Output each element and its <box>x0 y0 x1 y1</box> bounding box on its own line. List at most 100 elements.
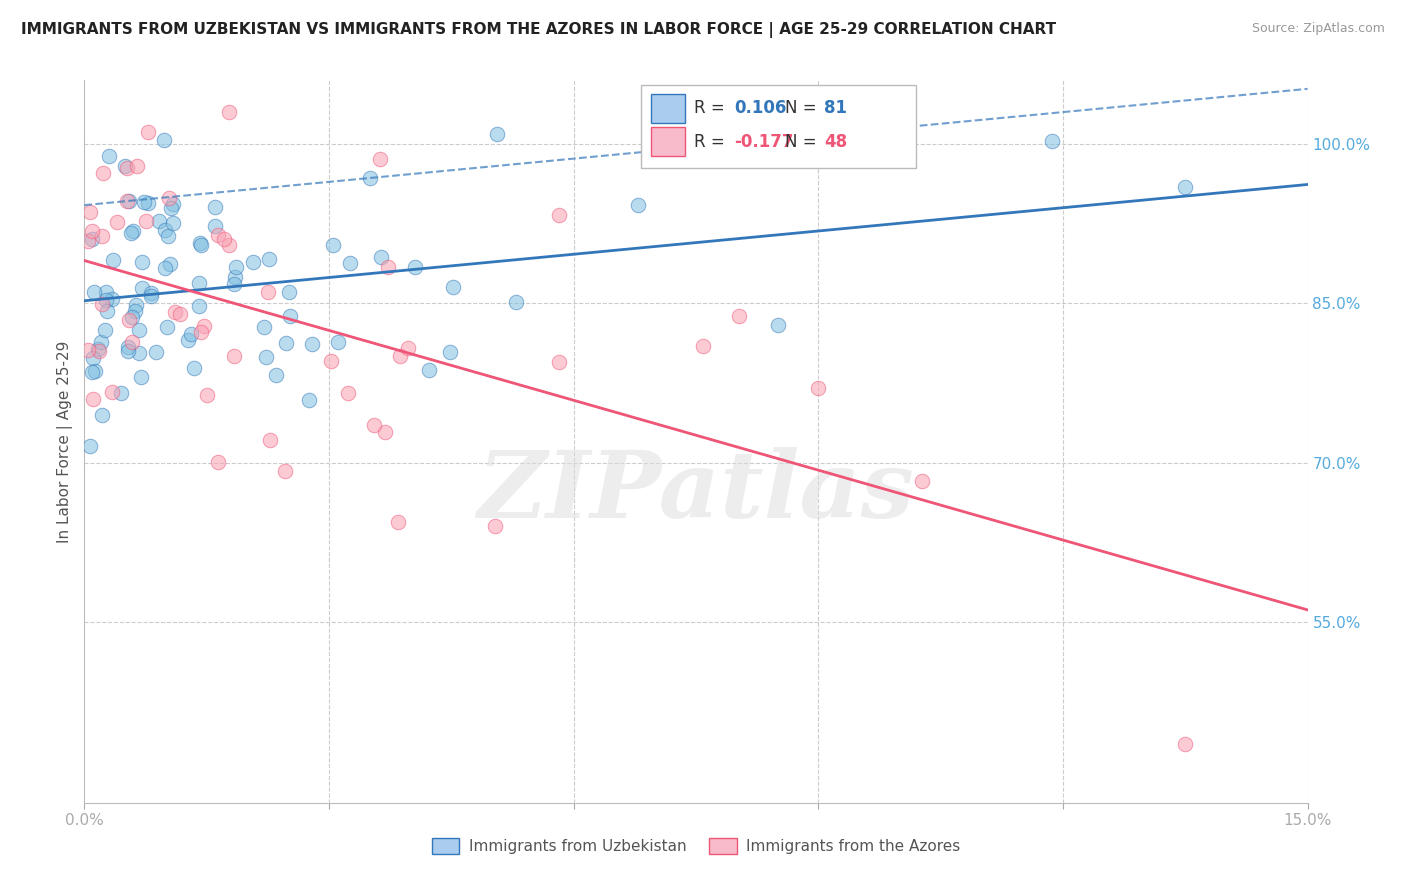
Point <box>301 336 323 351</box>
Point <box>115 194 138 208</box>
Point <box>118 313 141 327</box>
Point <box>128 323 150 337</box>
Point <box>121 335 143 350</box>
Point <box>129 370 152 384</box>
Point <box>96 304 118 318</box>
Point <box>404 260 426 274</box>
Point <box>110 386 132 401</box>
Point <box>274 335 297 350</box>
Point <box>339 255 361 269</box>
Point <box>253 319 276 334</box>
Point <box>278 310 301 324</box>
Point <box>162 216 184 230</box>
Point <box>264 368 287 382</box>
Point <box>443 280 465 294</box>
Point <box>105 215 128 229</box>
Point <box>277 285 299 299</box>
Point <box>91 166 114 180</box>
Text: ZIPatlas: ZIPatlas <box>478 447 914 537</box>
Point <box>370 152 392 166</box>
Point <box>484 519 506 533</box>
Point <box>224 269 246 284</box>
Point <box>222 277 245 291</box>
Point <box>374 425 396 440</box>
Point <box>118 194 141 209</box>
Point <box>319 354 342 368</box>
Point <box>153 133 176 147</box>
Point <box>177 333 200 347</box>
Point <box>396 341 419 355</box>
FancyBboxPatch shape <box>651 128 685 156</box>
Point <box>82 351 104 366</box>
Point <box>125 298 148 312</box>
Point <box>225 260 247 274</box>
Point <box>114 159 136 173</box>
Point <box>121 224 143 238</box>
Point <box>218 105 240 120</box>
Point <box>387 515 409 529</box>
Point <box>131 254 153 268</box>
Point <box>218 238 240 252</box>
Point <box>627 198 650 212</box>
Point <box>121 310 143 324</box>
Point <box>1042 134 1064 148</box>
Point <box>727 309 749 323</box>
Text: Source: ZipAtlas.com: Source: ZipAtlas.com <box>1251 22 1385 36</box>
Point <box>148 213 170 227</box>
Point <box>1174 179 1197 194</box>
Point <box>101 385 124 400</box>
Point <box>547 355 569 369</box>
Point <box>204 219 226 233</box>
Point <box>160 201 183 215</box>
Point <box>193 319 215 334</box>
Point <box>157 229 180 244</box>
Point <box>911 474 934 488</box>
Point <box>96 285 118 299</box>
Point <box>204 200 226 214</box>
Text: N =: N = <box>786 100 823 118</box>
Point <box>90 334 112 349</box>
Point <box>692 338 714 352</box>
Point <box>169 307 191 321</box>
Point <box>159 257 181 271</box>
Text: N =: N = <box>786 133 823 151</box>
Point <box>254 350 277 364</box>
Point <box>505 294 527 309</box>
Point <box>222 349 245 363</box>
Point <box>363 418 385 433</box>
Point <box>87 344 110 359</box>
Text: 81: 81 <box>824 100 848 118</box>
Point <box>157 191 180 205</box>
Point <box>188 300 211 314</box>
Point <box>117 344 139 359</box>
Point <box>124 303 146 318</box>
Text: 0.106: 0.106 <box>734 100 786 118</box>
Point <box>190 238 212 252</box>
Point <box>139 285 162 300</box>
Point <box>83 364 105 378</box>
Point <box>183 361 205 376</box>
Point <box>187 276 209 290</box>
Point <box>136 196 159 211</box>
Point <box>101 252 124 267</box>
Point <box>117 340 139 354</box>
Point <box>257 252 280 267</box>
Y-axis label: In Labor Force | Age 25-29: In Labor Force | Age 25-29 <box>58 341 73 542</box>
Text: R =: R = <box>693 133 730 151</box>
Point <box>100 292 122 306</box>
Point <box>336 386 359 401</box>
Point <box>322 238 344 252</box>
Point <box>156 319 179 334</box>
Point <box>153 223 176 237</box>
Point <box>766 318 789 332</box>
Point <box>207 455 229 469</box>
Point <box>163 304 186 318</box>
Text: -0.177: -0.177 <box>734 133 793 151</box>
Point <box>389 349 412 363</box>
Text: IMMIGRANTS FROM UZBEKISTAN VS IMMIGRANTS FROM THE AZORES IN LABOR FORCE | AGE 25: IMMIGRANTS FROM UZBEKISTAN VS IMMIGRANTS… <box>21 22 1056 38</box>
Point <box>418 363 440 377</box>
Point <box>195 388 218 402</box>
FancyBboxPatch shape <box>651 94 685 123</box>
Point <box>79 440 101 454</box>
Point <box>190 325 212 339</box>
